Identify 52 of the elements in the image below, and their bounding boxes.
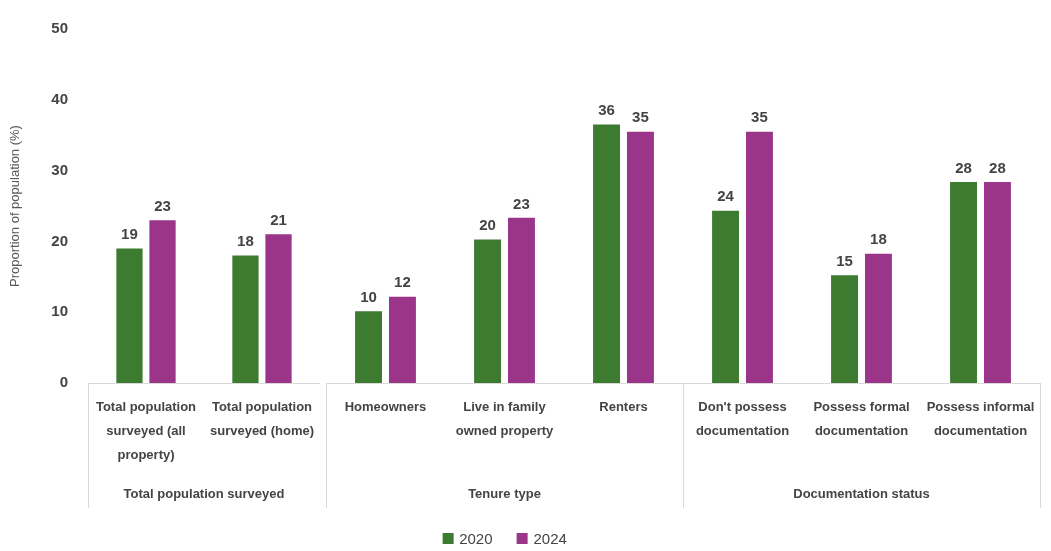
x-tick-label: Possess informal documentation — [926, 398, 1035, 438]
x-tick-label: Don't possess documentation — [695, 398, 790, 438]
bar — [831, 275, 859, 383]
bar — [355, 311, 383, 383]
data-label: 19 — [121, 225, 138, 243]
x-tick-label: Possess formal documentation — [813, 398, 910, 438]
y-tick-label: 50 — [51, 19, 68, 37]
bar — [626, 131, 654, 383]
data-label: 21 — [270, 210, 287, 228]
bar — [983, 181, 1011, 383]
bar — [116, 248, 143, 383]
x-tick-label: Homeowners — [344, 398, 427, 414]
bar — [474, 239, 502, 383]
data-label: 18 — [870, 230, 887, 248]
bar — [950, 181, 978, 383]
y-tick-label: 30 — [51, 160, 68, 178]
bar — [265, 234, 292, 383]
data-label: 23 — [513, 194, 530, 212]
x-axis-title: Total population surveyed — [123, 485, 285, 501]
y-tick-label: 0 — [59, 373, 68, 391]
data-label: 28 — [955, 158, 972, 176]
bar — [232, 255, 259, 383]
x-axis-title: Documentation status — [793, 485, 930, 501]
y-axis-title: Proportion of population (%) — [7, 125, 23, 287]
data-label: 24 — [717, 187, 735, 205]
bar — [149, 220, 176, 383]
x-axis-title: Tenure type — [468, 485, 541, 501]
bar — [507, 217, 535, 383]
y-tick-label: 20 — [51, 231, 68, 249]
bar — [864, 253, 892, 383]
y-tick-label: 10 — [51, 302, 68, 320]
data-label: 28 — [989, 158, 1006, 176]
data-label: 20 — [479, 216, 496, 234]
data-label: 35 — [632, 108, 649, 126]
data-label: 36 — [598, 101, 615, 119]
bar — [593, 124, 621, 383]
data-label: 35 — [751, 108, 768, 126]
data-label: 15 — [836, 251, 853, 269]
y-tick-label: 40 — [51, 89, 68, 107]
bar — [388, 296, 416, 383]
bar — [712, 210, 740, 383]
legend-label: 2024 — [533, 530, 567, 547]
data-label: 12 — [394, 273, 411, 291]
x-tick-label: Live in family owned property — [455, 398, 555, 438]
x-tick-label: Renters — [599, 398, 648, 414]
bar — [745, 131, 773, 383]
data-label: 10 — [360, 287, 377, 305]
data-label: 23 — [154, 196, 171, 214]
x-tick-label: Total population surveyed (home) — [209, 398, 315, 438]
legend-label: 2020 — [459, 530, 493, 547]
data-label: 18 — [237, 232, 254, 250]
x-tick-label: Total population surveyed (all property) — [95, 398, 197, 462]
